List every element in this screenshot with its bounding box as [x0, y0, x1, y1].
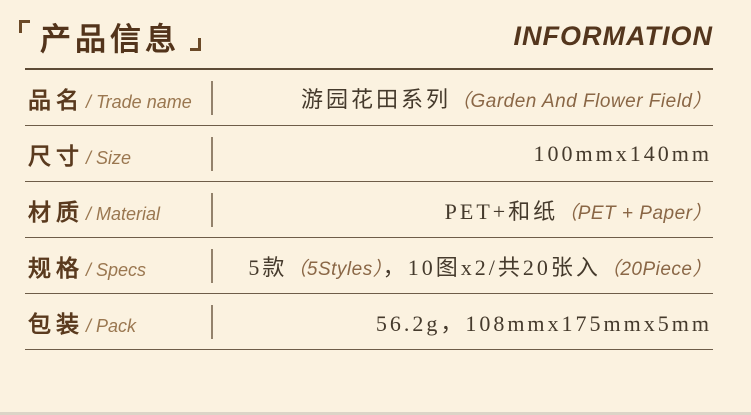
- value-text: 56.2g，108mmx175mmx5mm: [375, 310, 712, 336]
- row-label-cn: 规格: [28, 254, 84, 281]
- spec-row-pack: 包装 / Pack 56.2g，108mmx175mmx5mm: [25, 294, 713, 350]
- value-text: 5款: [248, 254, 288, 280]
- value-text: PET+和纸: [444, 198, 559, 224]
- row-label-cn: 包装: [28, 310, 84, 337]
- column-divider-line: [211, 80, 213, 115]
- page-title-cn: 产品信息: [40, 21, 180, 57]
- column-divider-line: [211, 304, 213, 339]
- row-value: 100mmx140mm: [213, 141, 713, 167]
- row-label: 规格 / Specs: [25, 249, 211, 283]
- spec-row-specs: 规格 / Specs 5款（5Styles），10图x2/共20张入（20Pie…: [25, 238, 713, 294]
- row-label-en: / Size: [86, 147, 132, 168]
- row-label-cn: 品名: [28, 86, 84, 113]
- row-label: 材质 / Material: [25, 193, 211, 227]
- row-label-cn: 材质: [28, 198, 84, 225]
- row-label-en: / Specs: [86, 259, 147, 280]
- page-title-en: INFORMATION: [513, 20, 713, 51]
- next-section-edge: [0, 412, 751, 415]
- bracket-open-icon: [19, 19, 30, 33]
- row-label: 尺寸 / Size: [25, 137, 211, 171]
- column-divider-line: [211, 248, 213, 283]
- spec-row-trade-name: 品名 / Trade name 游园花田系列（Garden And Flower…: [25, 70, 713, 126]
- column-divider-line: [211, 136, 213, 171]
- spec-row-size: 尺寸 / Size 100mmx140mm: [25, 126, 713, 182]
- value-text: 游园花田系列: [300, 86, 451, 112]
- value-paren-text: （PET + Paper）: [558, 202, 712, 224]
- row-value: 游园花田系列（Garden And Flower Field）: [213, 82, 713, 114]
- product-info-panel: 产品信息 INFORMATION 品名 / Trade name 游园花田系列（…: [19, 0, 713, 350]
- value-text: 100mmx140mm: [533, 140, 712, 166]
- row-label-en: / Trade name: [86, 91, 192, 112]
- column-divider-line: [211, 192, 213, 227]
- bracket-close-icon: [190, 37, 201, 51]
- row-label: 品名 / Trade name: [25, 81, 211, 115]
- row-label-en: / Pack: [86, 315, 137, 336]
- spec-row-material: 材质 / Material PET+和纸（PET + Paper）: [25, 182, 713, 238]
- value-text: ，10图x2/共20张入: [382, 254, 601, 280]
- page-header: 产品信息 INFORMATION: [19, 0, 713, 70]
- page-title: 产品信息: [19, 14, 201, 59]
- value-paren-text: （5Styles）: [287, 258, 383, 280]
- row-value: 56.2g，108mmx175mmx5mm: [213, 306, 713, 338]
- row-label-en: / Material: [86, 203, 161, 224]
- value-paren-text: （20Piece）: [600, 258, 712, 280]
- row-value: PET+和纸（PET + Paper）: [213, 194, 713, 226]
- row-value: 5款（5Styles），10图x2/共20张入（20Piece）: [213, 250, 713, 282]
- row-label: 包装 / Pack: [25, 305, 211, 339]
- value-paren-text: （Garden And Flower Field）: [450, 90, 712, 112]
- row-label-cn: 尺寸: [28, 142, 84, 169]
